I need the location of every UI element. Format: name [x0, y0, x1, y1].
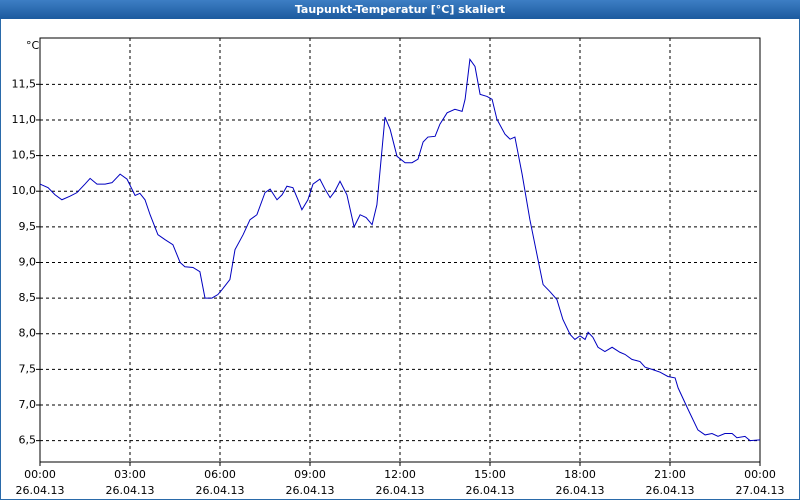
x-tick-label: 00:00 — [744, 468, 776, 481]
y-tick-label: 6,5 — [19, 434, 37, 447]
chart-title: Taupunkt-Temperatur [°C] skaliert — [295, 3, 505, 16]
x-tick-label: 03:00 — [114, 468, 146, 481]
x-tick-date: 26.04.13 — [16, 484, 65, 497]
title-bar — [0, 0, 800, 19]
x-tick-date: 26.04.13 — [466, 484, 515, 497]
x-tick-date: 26.04.13 — [646, 484, 695, 497]
x-tick-label: 12:00 — [384, 468, 416, 481]
x-tick-date: 26.04.13 — [106, 484, 155, 497]
x-tick-date: 26.04.13 — [376, 484, 425, 497]
x-tick-label: 09:00 — [294, 468, 326, 481]
y-tick-label: 10,0 — [12, 184, 37, 197]
y-tick-label: 7,0 — [19, 398, 37, 411]
x-tick-date: 26.04.13 — [196, 484, 245, 497]
x-tick-label: 15:00 — [474, 468, 506, 481]
y-axis-label: °C — [26, 39, 40, 52]
x-tick-label: 21:00 — [654, 468, 686, 481]
x-tick-label: 18:00 — [564, 468, 596, 481]
y-tick-label: 11,0 — [12, 113, 37, 126]
x-tick-date: 27.04.13 — [736, 484, 785, 497]
x-tick-label: 00:00 — [24, 468, 56, 481]
x-tick-label: 06:00 — [204, 468, 236, 481]
line — [39, 58, 761, 442]
y-tick-label: 10,5 — [12, 149, 37, 162]
y-tick-label: 8,0 — [19, 327, 37, 340]
y-tick-label: 9,5 — [19, 220, 37, 233]
y-tick-label: 11,5 — [12, 77, 37, 90]
y-tick-label: 7,5 — [19, 362, 37, 375]
y-tick-label: 9,0 — [19, 255, 37, 268]
x-tick-date: 26.04.13 — [286, 484, 335, 497]
x-tick-date: 26.04.13 — [556, 484, 605, 497]
y-tick-label: 8,5 — [19, 291, 37, 304]
